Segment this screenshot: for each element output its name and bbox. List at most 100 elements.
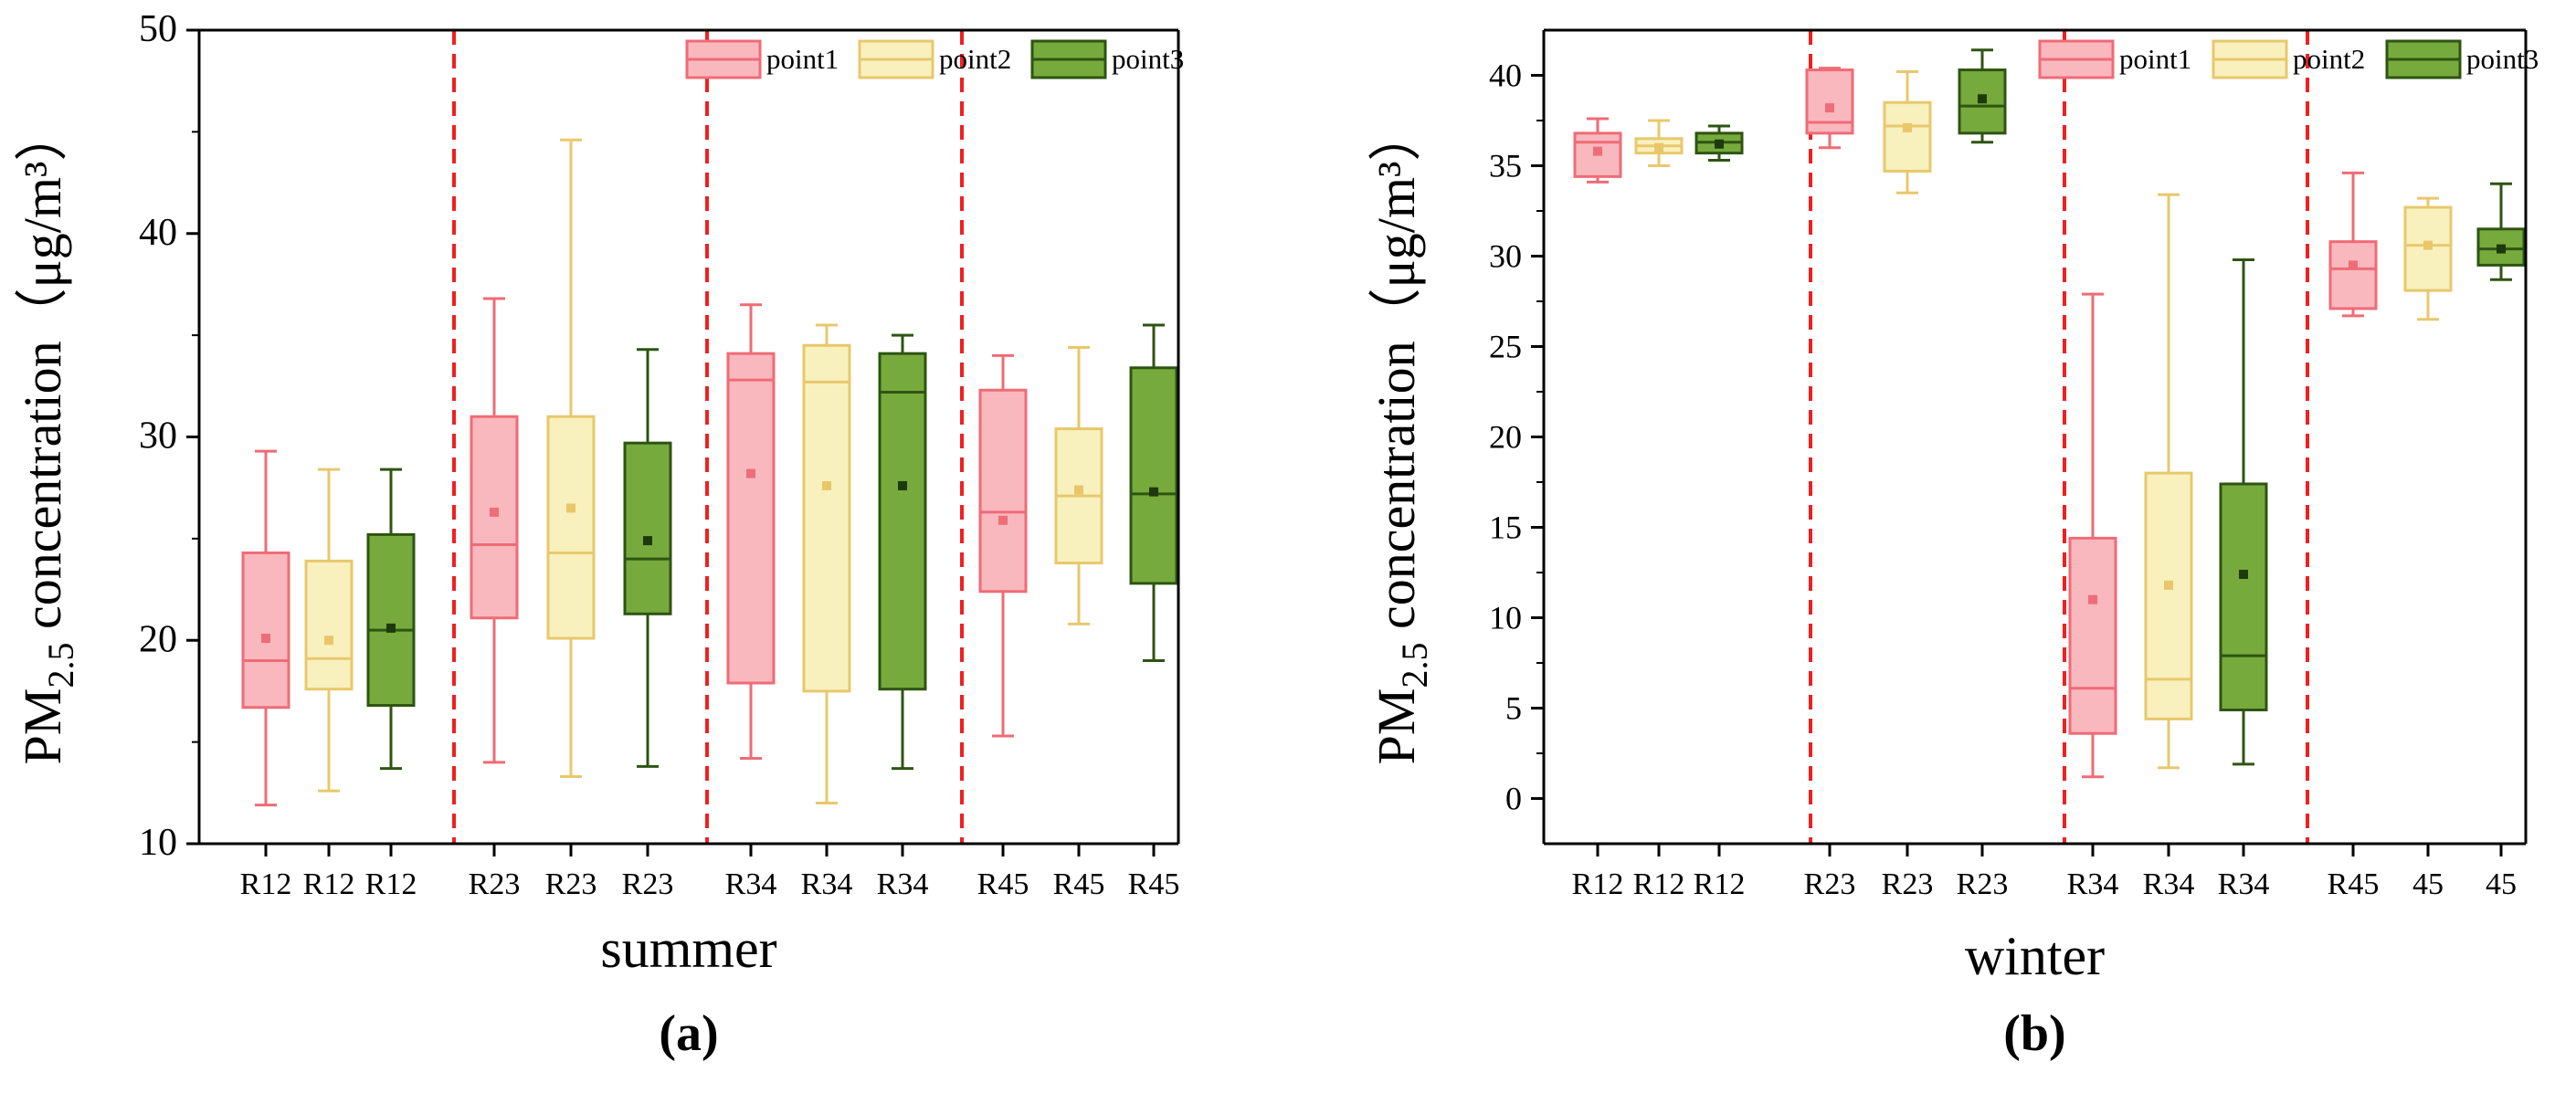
- mean-marker: [643, 536, 652, 546]
- mean-marker: [2423, 240, 2433, 250]
- y-tick-label: 40: [139, 212, 177, 254]
- box-2: [304, 468, 354, 793]
- y-axis-title-rest: concentration（μg/m³）: [1367, 109, 1426, 643]
- legend-label: point1: [766, 43, 839, 75]
- box-body: [2144, 471, 2193, 720]
- box-body: [2328, 240, 2378, 310]
- box-body: [366, 532, 416, 708]
- x-tick-label: R23: [1957, 867, 2009, 901]
- box-body: [546, 415, 596, 640]
- legend-item: point1: [2038, 39, 2191, 79]
- mean-marker: [566, 503, 575, 513]
- legend-item: point3: [1030, 39, 1184, 79]
- y-tick-label: 10: [139, 822, 177, 864]
- box-10: [2328, 171, 2378, 318]
- mean-marker: [386, 623, 396, 633]
- box-body: [304, 559, 354, 691]
- box-body: [2068, 536, 2117, 735]
- box-12: [1129, 323, 1178, 663]
- y-axis-title-main: PM: [1367, 688, 1426, 765]
- box-body: [878, 352, 927, 691]
- mean-marker: [1654, 142, 1663, 152]
- x-tick-label: R45: [1128, 867, 1180, 901]
- y-axis-title: PM2.5 concentration（μg/m³）: [13, 109, 81, 765]
- box-7: [726, 303, 776, 760]
- y-tick-label: 20: [139, 618, 177, 660]
- box-12: [2476, 182, 2526, 281]
- box-5: [1883, 70, 1932, 194]
- box-2: [1634, 119, 1684, 167]
- axes-frame: [1542, 28, 2528, 846]
- mean-marker: [1825, 103, 1834, 113]
- x-tick-label: R23: [1804, 867, 1856, 901]
- x-tick-label: R23: [545, 867, 597, 901]
- legend-label: point2: [2293, 43, 2365, 75]
- legend-label: point1: [2119, 43, 2191, 75]
- axes-frame: [197, 28, 1180, 846]
- legend: point1 point2 point3: [2038, 39, 2539, 79]
- x-tick-label: R34: [2143, 867, 2195, 901]
- y-axis-title-main: PM: [13, 688, 72, 765]
- x-tick-label: R45: [977, 867, 1029, 901]
- box-4: [1805, 67, 1854, 150]
- box-body: [726, 352, 776, 685]
- mean-marker: [1593, 146, 1602, 156]
- y-tick-label: 10: [1489, 600, 1522, 636]
- y-tick-label: 5: [1505, 690, 1522, 727]
- box-body: [470, 415, 519, 620]
- y-tick-label: 15: [1489, 510, 1522, 546]
- mean-marker: [1903, 122, 1912, 132]
- box-1: [1573, 117, 1622, 184]
- x-tick-label: 45: [2486, 867, 2517, 901]
- mean-marker: [1074, 485, 1083, 495]
- box-body: [623, 441, 672, 615]
- box-8: [2144, 193, 2193, 770]
- x-tick-label: R45: [2328, 867, 2380, 901]
- x-tick-label: 45: [2412, 867, 2444, 901]
- box-4: [470, 297, 519, 764]
- box-7: [2068, 292, 2117, 779]
- mean-marker: [2497, 244, 2506, 254]
- box-3: [1694, 124, 1744, 163]
- x-tick-label: R23: [1882, 867, 1934, 901]
- mean-marker: [1715, 139, 1724, 149]
- box-body: [241, 551, 290, 709]
- box-6: [623, 348, 672, 768]
- mean-marker: [1978, 94, 1987, 104]
- box-10: [978, 353, 1028, 738]
- box-body: [978, 388, 1028, 594]
- mean-marker: [324, 636, 333, 646]
- y-tick-label: 20: [1489, 419, 1522, 456]
- mean-marker: [261, 634, 270, 644]
- x-tick-label: R34: [801, 867, 853, 901]
- mean-marker: [898, 480, 907, 490]
- legend-item: point2: [2212, 39, 2365, 79]
- box-9: [2219, 257, 2268, 766]
- mean-marker: [746, 468, 755, 478]
- box-5: [546, 138, 596, 778]
- x-tick-label: R12: [1572, 867, 1624, 901]
- box-8: [802, 323, 851, 804]
- y-axis-title-subscript: 2.5: [40, 643, 81, 688]
- mean-marker: [2088, 594, 2097, 604]
- box-body: [802, 343, 851, 693]
- legend: point1 point2 point3: [685, 39, 1184, 79]
- chart-panel-summer: 10 20 30 40 50 R12 R12 R12 R23 R23 R23 R34 R34 R34 R45…: [13, 8, 1184, 1062]
- mean-marker: [998, 515, 1008, 525]
- x-tick-label: R12: [1633, 867, 1685, 901]
- box-11: [2403, 196, 2453, 321]
- x-axis-title: summer: [600, 919, 776, 979]
- box-body: [2476, 227, 2526, 267]
- y-tick-label: 30: [1489, 238, 1522, 275]
- box-9: [878, 333, 927, 771]
- box-11: [1054, 345, 1103, 625]
- mean-marker: [2349, 260, 2358, 270]
- x-tick-label: R12: [303, 867, 355, 901]
- mean-marker: [2164, 580, 2173, 590]
- box-3: [366, 468, 416, 771]
- chart-panel-winter: 0 5 10 15 20 25 30 35 40 R12 R12 R12 R23 R23 R23 R34 R34…: [1367, 28, 2539, 1062]
- panel-caption: (b): [2003, 1005, 2065, 1062]
- mean-marker: [1149, 487, 1158, 497]
- panel-caption: (a): [659, 1005, 718, 1062]
